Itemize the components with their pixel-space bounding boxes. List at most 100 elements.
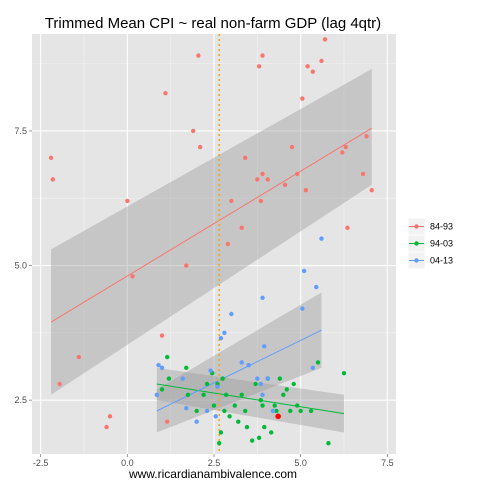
data-point-84-93 bbox=[76, 354, 82, 360]
data-point-94-03 bbox=[295, 403, 300, 408]
data-point-84-93 bbox=[243, 155, 248, 161]
data-point-94-03 bbox=[288, 408, 293, 414]
legend-marker-04-13 bbox=[414, 258, 419, 263]
data-point-84-93 bbox=[256, 64, 262, 69]
data-point-04-13 bbox=[265, 376, 270, 381]
data-point-94-03 bbox=[211, 403, 217, 408]
data-point-04-13 bbox=[319, 236, 324, 241]
data-point-94-03 bbox=[249, 438, 255, 443]
data-point-94-03 bbox=[277, 376, 283, 381]
data-point-04-13 bbox=[262, 344, 267, 349]
chart-title: Trimmed Mean CPI ~ real non-farm GDP (la… bbox=[45, 15, 381, 32]
legend-label-94-03: 94-03 bbox=[430, 239, 453, 249]
data-point-04-13 bbox=[204, 408, 210, 414]
data-point-94-03 bbox=[291, 381, 296, 387]
data-point-04-13 bbox=[229, 311, 234, 317]
data-point-94-03 bbox=[258, 397, 263, 403]
data-point-84-93 bbox=[364, 134, 369, 139]
data-point-94-03 bbox=[284, 387, 289, 392]
data-point-84-93 bbox=[50, 177, 55, 182]
data-point-04-13 bbox=[154, 392, 159, 397]
x-tick-label: 0.0 bbox=[121, 458, 134, 468]
data-point-84-93 bbox=[159, 333, 165, 338]
data-point-84-93 bbox=[345, 225, 350, 231]
data-point-84-93 bbox=[197, 144, 203, 150]
data-point-04-13 bbox=[222, 330, 227, 336]
data-point-94-03 bbox=[227, 414, 232, 419]
data-point-94-03 bbox=[201, 392, 206, 397]
fit-line-84-93 bbox=[50, 127, 372, 323]
data-point-04-13 bbox=[270, 408, 276, 414]
data-point-84-93 bbox=[107, 414, 113, 419]
data-point-94-03 bbox=[326, 441, 331, 446]
data-point-94-03 bbox=[281, 392, 286, 397]
data-point-84-93 bbox=[310, 69, 315, 74]
data-point-94-03 bbox=[184, 365, 189, 371]
data-point-94-03 bbox=[159, 387, 165, 392]
legend: 84-93 94-03 04-13 bbox=[407, 217, 453, 270]
data-point-04-13 bbox=[260, 295, 265, 301]
x-tick-label: -2.5 bbox=[33, 458, 49, 468]
data-point-84-93 bbox=[196, 53, 201, 58]
data-point-94-03 bbox=[194, 408, 199, 414]
data-point-04-13 bbox=[156, 362, 161, 368]
data-point-94-03 bbox=[244, 424, 250, 430]
data-point-84-93 bbox=[260, 53, 265, 58]
data-point-94-03 bbox=[239, 392, 244, 397]
data-point-84-93 bbox=[300, 96, 305, 101]
data-point-84-93 bbox=[260, 171, 265, 177]
data-point-84-93 bbox=[229, 198, 234, 204]
y-axis-ticks: 2.5 5.0 7.5 bbox=[14, 126, 32, 405]
confidence-band-94-03 bbox=[156, 367, 344, 433]
data-point-84-93 bbox=[319, 58, 324, 64]
data-point-94-03 bbox=[220, 376, 225, 381]
data-point-94-03 bbox=[185, 392, 191, 397]
legend-label-04-13: 04-13 bbox=[430, 256, 453, 266]
data-point-04-13 bbox=[184, 406, 189, 411]
data-point-04-13 bbox=[301, 268, 307, 274]
data-point-04-13 bbox=[260, 392, 265, 397]
data-point-04-13 bbox=[208, 368, 213, 373]
data-point-94-03 bbox=[204, 381, 210, 387]
y-tick-label: 7.5 bbox=[14, 126, 27, 136]
data-point-04-13 bbox=[310, 365, 315, 371]
data-point-04-13 bbox=[255, 376, 260, 381]
data-point-84-93 bbox=[130, 274, 135, 279]
data-point-94-03 bbox=[165, 354, 170, 360]
data-point-94-03 bbox=[243, 408, 248, 414]
data-point-94-03 bbox=[298, 408, 303, 414]
data-point-94-03 bbox=[218, 430, 224, 435]
x-tick-label: 7.5 bbox=[381, 458, 394, 468]
fit-lines bbox=[50, 127, 372, 415]
data-point-94-03 bbox=[223, 392, 229, 397]
data-point-84-93 bbox=[289, 144, 295, 150]
data-point-84-93 bbox=[265, 177, 270, 182]
data-point-04-13 bbox=[300, 306, 305, 311]
data-point-84-93 bbox=[258, 198, 263, 204]
data-point-84-93 bbox=[165, 419, 170, 424]
data-point-94-03 bbox=[269, 430, 274, 435]
data-point-04-13 bbox=[258, 381, 263, 387]
data-point-04-13 bbox=[194, 419, 199, 424]
data-point-84-93 bbox=[340, 150, 345, 155]
y-tick-label: 2.5 bbox=[14, 395, 27, 405]
data-point-94-03 bbox=[253, 381, 258, 387]
data-point-94-03 bbox=[272, 403, 277, 408]
confidence-band-84-93 bbox=[51, 69, 372, 395]
data-point-84-93 bbox=[163, 91, 168, 96]
fit-line-94-03 bbox=[156, 383, 345, 415]
data-point-94-03 bbox=[217, 441, 222, 446]
data-point-04-13 bbox=[159, 365, 165, 371]
data-point-84-93 bbox=[369, 187, 374, 193]
data-point-94-03 bbox=[341, 371, 347, 376]
data-point-04-13 bbox=[314, 284, 319, 290]
data-point-04-13 bbox=[218, 336, 224, 341]
data-point-84-93 bbox=[360, 171, 366, 177]
data-point-84-93 bbox=[57, 381, 62, 387]
fit-line-04-13 bbox=[156, 329, 322, 412]
x-tick-label: 5.0 bbox=[294, 458, 307, 468]
data-point-04-13 bbox=[246, 362, 251, 368]
data-point-84-93 bbox=[295, 171, 300, 177]
